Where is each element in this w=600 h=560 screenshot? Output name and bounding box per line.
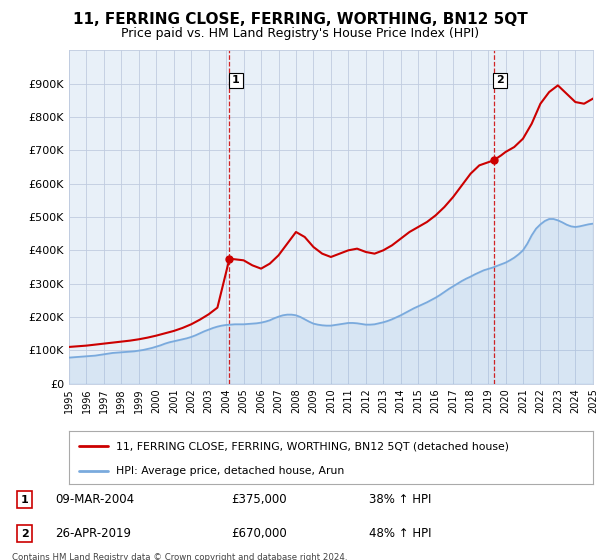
Text: £670,000: £670,000 [231, 528, 287, 540]
Text: 2: 2 [20, 529, 28, 539]
Text: £375,000: £375,000 [231, 493, 287, 506]
Text: HPI: Average price, detached house, Arun: HPI: Average price, detached house, Arun [116, 466, 344, 476]
Text: 48% ↑ HPI: 48% ↑ HPI [369, 528, 431, 540]
Text: Contains HM Land Registry data © Crown copyright and database right 2024.
This d: Contains HM Land Registry data © Crown c… [12, 553, 347, 560]
Text: 09-MAR-2004: 09-MAR-2004 [55, 493, 134, 506]
Text: 38% ↑ HPI: 38% ↑ HPI [369, 493, 431, 506]
Text: 2: 2 [496, 76, 504, 85]
Text: 1: 1 [232, 76, 240, 85]
Text: Price paid vs. HM Land Registry's House Price Index (HPI): Price paid vs. HM Land Registry's House … [121, 27, 479, 40]
Text: 26-APR-2019: 26-APR-2019 [55, 528, 131, 540]
Text: 11, FERRING CLOSE, FERRING, WORTHING, BN12 5QT: 11, FERRING CLOSE, FERRING, WORTHING, BN… [73, 12, 527, 27]
Text: 11, FERRING CLOSE, FERRING, WORTHING, BN12 5QT (detached house): 11, FERRING CLOSE, FERRING, WORTHING, BN… [116, 441, 509, 451]
Text: 1: 1 [20, 494, 28, 505]
